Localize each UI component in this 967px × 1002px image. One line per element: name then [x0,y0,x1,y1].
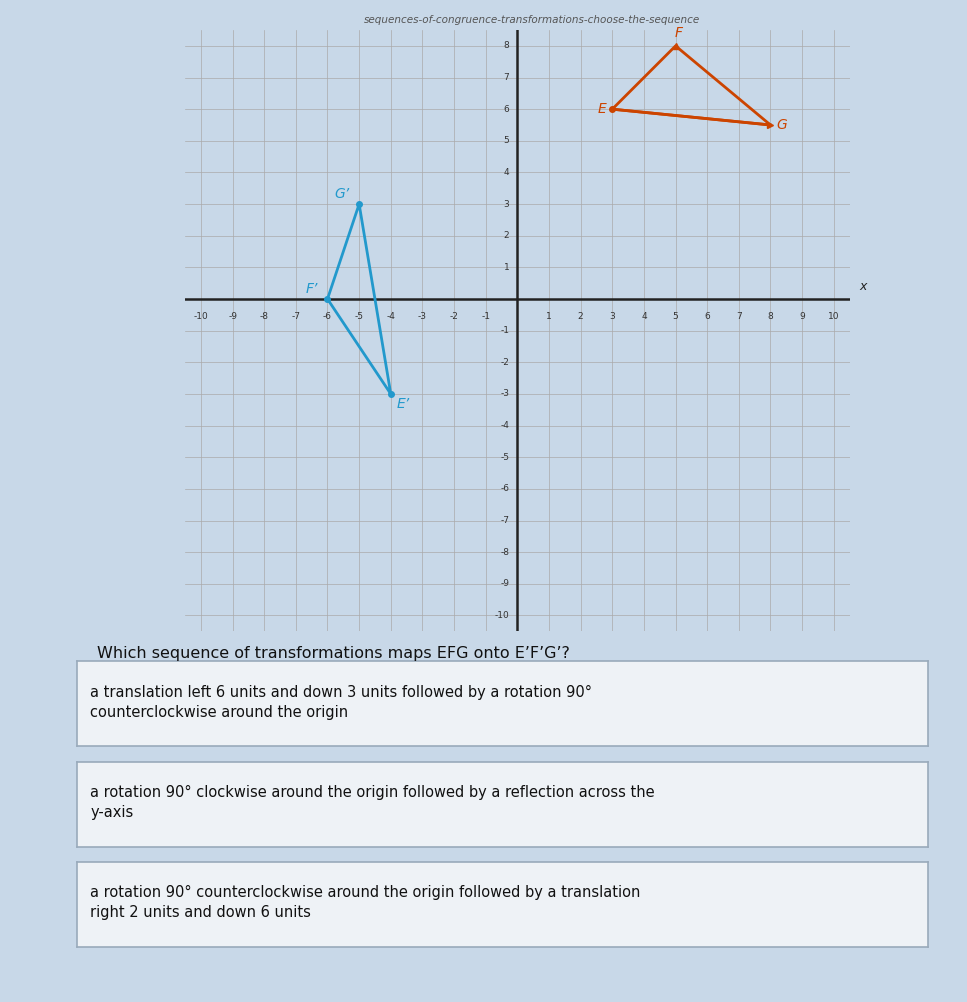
Text: -4: -4 [387,312,396,321]
Text: -6: -6 [323,312,332,321]
Text: -2: -2 [501,358,510,367]
Text: 5: 5 [504,136,510,145]
Text: 6: 6 [704,312,710,321]
Text: -4: -4 [501,421,510,430]
Text: 7: 7 [504,73,510,82]
Text: 7: 7 [736,312,742,321]
Text: 10: 10 [828,312,839,321]
Text: a rotation 90° counterclockwise around the origin followed by a translation
righ: a rotation 90° counterclockwise around t… [90,885,640,920]
Text: 4: 4 [504,168,510,177]
Text: a translation left 6 units and down 3 units followed by a rotation 90°
countercl: a translation left 6 units and down 3 un… [90,684,592,719]
Text: -3: -3 [418,312,426,321]
Text: 5: 5 [673,312,679,321]
Text: -2: -2 [450,312,458,321]
Text: 1: 1 [546,312,552,321]
Text: x: x [859,280,866,293]
Text: 2: 2 [504,231,510,240]
Text: -8: -8 [260,312,269,321]
Text: G’: G’ [335,187,350,201]
Text: -7: -7 [501,516,510,525]
Text: -5: -5 [355,312,364,321]
Text: 8: 8 [768,312,774,321]
Text: 3: 3 [609,312,615,321]
Text: -1: -1 [501,327,510,335]
Text: -9: -9 [228,312,237,321]
Text: -7: -7 [291,312,301,321]
Text: -10: -10 [495,611,510,620]
Text: 6: 6 [504,104,510,113]
Text: -9: -9 [501,579,510,588]
Text: E’: E’ [397,397,410,411]
Text: E: E [598,102,606,116]
Text: a rotation 90° clockwise around the origin followed by a reflection across the
y: a rotation 90° clockwise around the orig… [90,785,655,820]
Text: -8: -8 [501,548,510,557]
Text: F’: F’ [306,282,318,296]
Text: sequences-of-congruence-transformations-choose-the-sequence: sequences-of-congruence-transformations-… [364,15,700,25]
Text: 1: 1 [504,263,510,272]
Text: -5: -5 [501,453,510,462]
Text: -3: -3 [501,390,510,399]
Text: -10: -10 [193,312,208,321]
Text: -6: -6 [501,484,510,493]
Text: -1: -1 [482,312,490,321]
Text: Which sequence of transformations maps EFG onto E’F’G’?: Which sequence of transformations maps E… [97,646,570,661]
Text: 3: 3 [504,199,510,208]
Text: 8: 8 [504,41,510,50]
Text: 9: 9 [800,312,805,321]
Text: F: F [675,26,683,39]
Text: 4: 4 [641,312,647,321]
Text: G: G [777,118,787,132]
Text: 2: 2 [578,312,583,321]
